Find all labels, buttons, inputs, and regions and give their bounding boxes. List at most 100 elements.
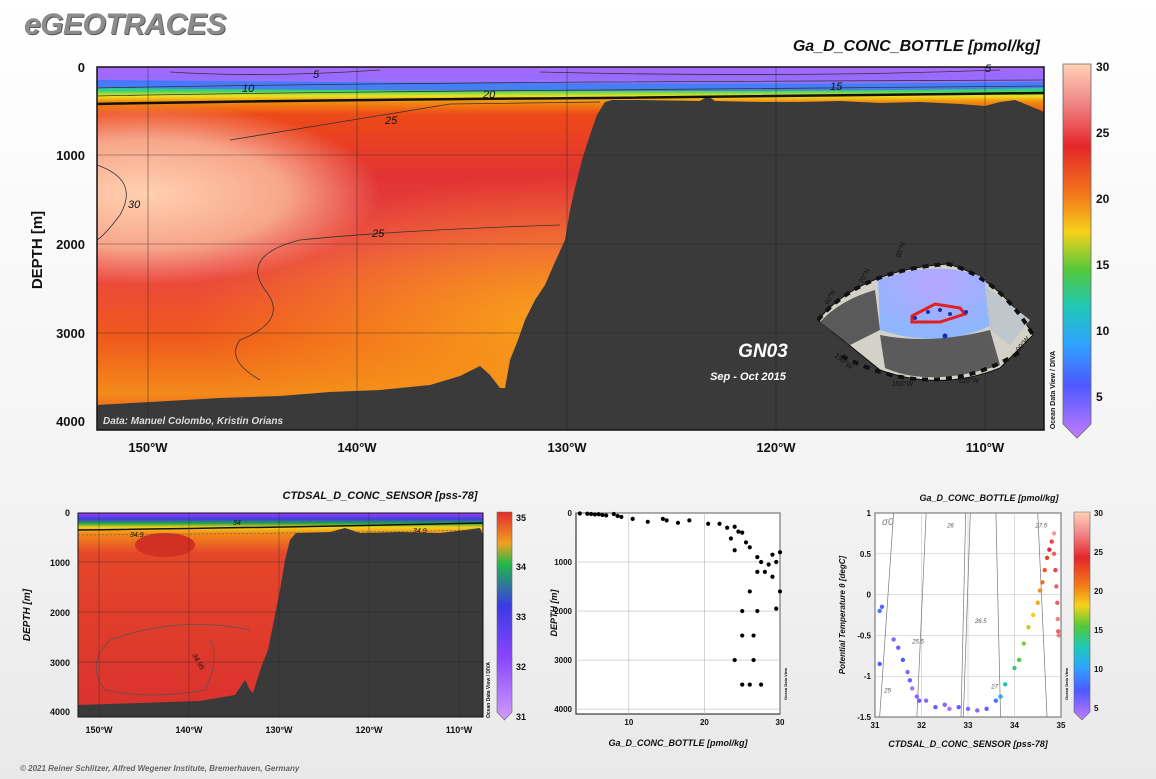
ga-depth-point <box>777 550 783 555</box>
ts-point <box>923 698 929 703</box>
main-contour-label: 10 <box>242 83 255 95</box>
ga-depth-x-tick: 30 <box>776 718 785 727</box>
ts-isopycnal-label: 25.5 <box>911 640 924 646</box>
ts-x-tick: 35 <box>1057 721 1066 730</box>
ga-depth-point <box>717 521 722 526</box>
ts-point <box>1056 633 1061 638</box>
ga-depth-point <box>777 589 783 594</box>
ts-point <box>1053 567 1058 573</box>
ts-point <box>910 686 915 691</box>
ts-point <box>905 669 910 675</box>
sal-x-tick: 140°W <box>175 725 203 735</box>
ts-point <box>1012 665 1017 671</box>
ts-colorbar-tick: 25 <box>1094 548 1103 557</box>
ts-point <box>942 702 947 707</box>
ts-y-axis-label: Potential Temperature θ [degC] <box>838 555 847 674</box>
main-y-tick: 3000 <box>56 326 85 341</box>
main-x-tick: 150°W <box>128 440 168 455</box>
ts-point <box>1049 539 1054 544</box>
ts-point <box>933 705 938 710</box>
copyright-credit: © 2021 Reiner Schlitzer, Alfred Wegener … <box>20 764 300 773</box>
main-contour-label: 20 <box>482 89 496 101</box>
ga-depth-point <box>755 569 760 574</box>
ga-depth-point <box>732 524 737 529</box>
ga-depth-point <box>596 512 601 517</box>
ga-depth-point <box>740 608 745 614</box>
main-colorbar-tick: 5 <box>1096 390 1103 404</box>
ga-depth-point <box>759 682 764 687</box>
odv-label-ts: Ocean Data View <box>1064 667 1069 700</box>
main-section-title: Ga_D_CONC_BOTTLE [pmol/kg] <box>792 38 1040 55</box>
ts-point <box>1021 641 1026 646</box>
ga-depth-point <box>751 657 756 663</box>
ts-isopycnal-label: 26 <box>946 524 954 530</box>
ts-y-tick: -1.5 <box>857 713 871 722</box>
ts-point <box>975 708 980 713</box>
ts-x-tick: 34 <box>1010 721 1019 730</box>
ts-colorbar-tick: 15 <box>1094 626 1103 635</box>
ts-colorbar-tick: 5 <box>1094 704 1099 713</box>
ga-depth-y-tick: 2000 <box>554 607 572 616</box>
sal-colorbar-tick: 32 <box>516 662 526 672</box>
ts-point <box>956 705 961 710</box>
ga-depth-y-axis-label: DEPTH [m] <box>549 588 559 636</box>
ga-depth-point <box>664 518 669 523</box>
ts-y-tick: 1 <box>867 509 872 518</box>
ts-isopycnal <box>1037 512 1048 718</box>
ga-depth-point <box>747 682 752 687</box>
ga-depth-point <box>751 633 756 638</box>
odv-label-main: Ocean Data View / DIVA <box>1050 351 1057 429</box>
ga-depth-point <box>611 511 616 517</box>
main-bathymetry <box>97 96 1044 430</box>
ts-point <box>984 706 989 712</box>
sal-y-tick: 4000 <box>50 707 70 717</box>
cruise-label: GN03 <box>738 341 788 362</box>
ga-depth-point <box>770 552 775 557</box>
main-x-tick: 130°W <box>547 440 587 455</box>
ts-x-tick: 31 <box>871 721 880 730</box>
ts-isopycnal-label: 26.5 <box>974 619 987 625</box>
sal-contour-label: 34 <box>233 520 241 527</box>
ga-depth-point <box>732 548 737 553</box>
sal-bathymetry <box>78 528 483 717</box>
inset-map: 80°N 70°N 60°N 150°W 120°W 90°W 150°W <box>816 241 1035 388</box>
ga-depth-point <box>585 511 590 516</box>
ga-depth-point <box>630 516 635 521</box>
sal-y-tick: 1000 <box>50 558 70 568</box>
ga-depth-scatter: Ga_D_CONC_BOTTLE [pmol/kg] DEPTH [m] Oce… <box>549 509 788 748</box>
ts-point <box>1040 580 1045 585</box>
ga-depth-y-tick: 3000 <box>554 656 572 665</box>
ts-x-tick: 32 <box>917 721 926 730</box>
ga-depth-point <box>762 569 767 574</box>
main-x-tick: 120°W <box>756 440 796 455</box>
ts-y-tick: 0.5 <box>860 550 872 559</box>
ga-depth-point <box>759 559 764 565</box>
ts-isopycnal <box>963 512 971 718</box>
main-y-tick: 2000 <box>56 237 85 252</box>
ts-isopycnal-label: 27.5 <box>1034 524 1047 530</box>
ts-point <box>998 694 1003 699</box>
ts-point <box>914 694 920 699</box>
ga-depth-point <box>604 513 609 518</box>
ts-isopycnal-label: 27 <box>990 684 998 690</box>
sal-y-tick: 0 <box>65 508 70 518</box>
ts-point <box>1051 551 1057 556</box>
ts-point <box>1003 682 1008 687</box>
ts-point <box>896 645 901 650</box>
sal-colorbar-tick: 34 <box>516 562 526 572</box>
ts-colorbar <box>1073 511 1091 721</box>
ga-depth-point <box>766 562 771 567</box>
main-contour-label: 15 <box>830 81 843 93</box>
ga-depth-point <box>619 514 624 520</box>
main-y-tick: 0 <box>78 60 85 75</box>
main-contour-label: 25 <box>371 228 385 240</box>
ga-depth-point <box>589 511 594 517</box>
ga-depth-y-tick: 1000 <box>554 558 572 567</box>
sal-x-tick: 110°W <box>446 725 473 735</box>
ga-depth-point <box>740 682 745 687</box>
ga-depth-point <box>706 521 711 526</box>
ga-depth-point <box>747 545 752 550</box>
ga-depth-point <box>600 512 605 518</box>
ts-point <box>1047 547 1052 552</box>
ts-point <box>1055 616 1060 622</box>
